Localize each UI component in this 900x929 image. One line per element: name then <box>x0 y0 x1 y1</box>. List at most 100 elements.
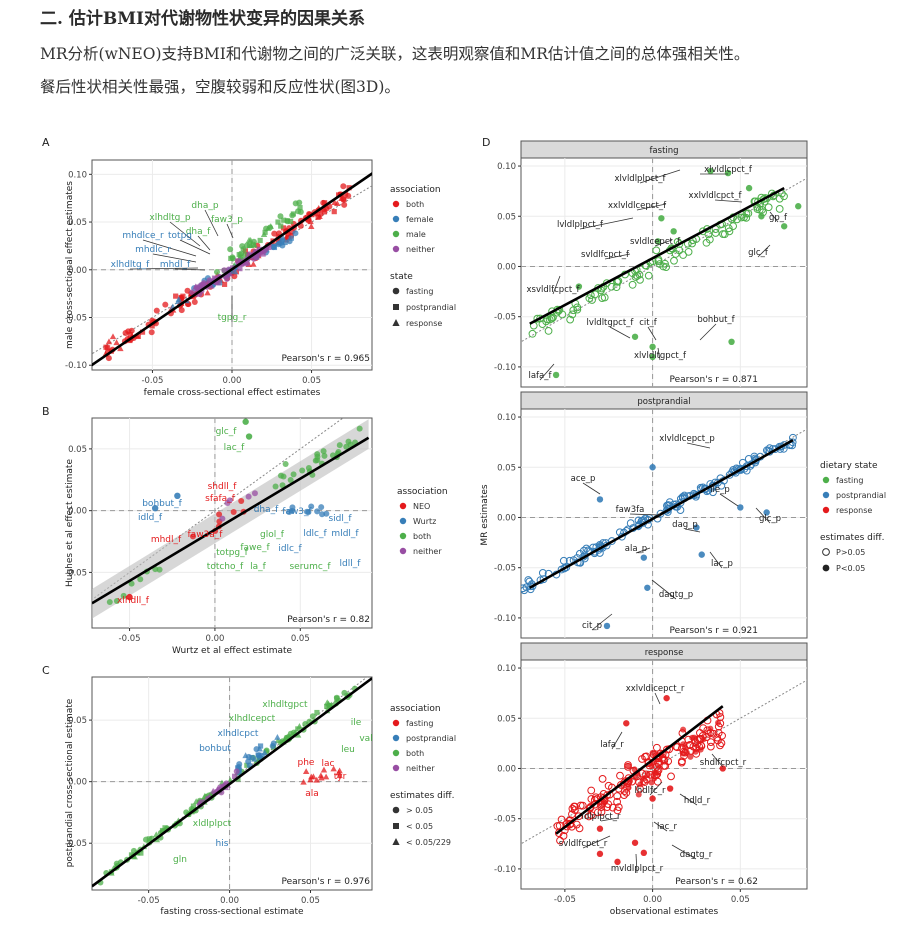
legend-item: NEO <box>413 502 430 511</box>
legend-item: male <box>406 230 426 239</box>
point-label: gln <box>173 855 187 865</box>
data-point <box>640 775 647 782</box>
y-axis-title: postprandial cross-sectional estimate <box>65 698 75 867</box>
panel-border <box>520 408 808 639</box>
data-point-open <box>575 824 584 833</box>
point-label: xldlplpct <box>193 819 232 829</box>
point-label: svldlfcpct_f <box>581 250 630 260</box>
data-point-open <box>775 204 784 213</box>
highlighted-point <box>245 433 253 440</box>
highlighted-point <box>151 504 159 512</box>
label-leader <box>654 692 661 705</box>
data-point <box>238 498 245 505</box>
pearson-label: Pearson's r = 0.82 <box>287 615 370 625</box>
label-leader <box>129 267 199 270</box>
point-label: ala <box>305 789 319 799</box>
points-group <box>92 677 372 888</box>
x-tick-label: 0.05 <box>302 376 321 386</box>
label-leader <box>204 209 219 237</box>
highlighted-point <box>603 622 611 630</box>
data-point <box>253 746 260 753</box>
panel-border <box>520 157 808 388</box>
x-tick-label: 0.05 <box>291 634 310 644</box>
label-leader <box>174 268 206 271</box>
legend-title: association <box>390 704 441 714</box>
legend: association NEO Wurtz both neither <box>397 487 448 556</box>
data-point-open <box>620 791 628 799</box>
point-label: tgpg_r <box>218 313 247 323</box>
x-tick-label: -0.05 <box>119 634 141 644</box>
highlighted-point <box>649 343 656 351</box>
data-point-open <box>538 320 547 329</box>
point-label: glc_f <box>216 427 238 437</box>
data-point <box>644 771 651 778</box>
data-point-triangle <box>175 296 183 302</box>
y-tick-label: 0.05 <box>497 714 516 724</box>
data-point-open <box>575 549 584 558</box>
data-point-triangle <box>231 268 239 275</box>
highlighted-point <box>654 238 662 245</box>
data-point-triangle <box>245 236 253 243</box>
data-point-open <box>570 802 578 811</box>
data-point-triangle <box>204 289 211 296</box>
highlighted-point <box>693 524 700 531</box>
data-point <box>267 224 274 231</box>
data-point <box>319 511 326 518</box>
data-point <box>197 283 204 290</box>
highlighted-point <box>707 167 714 175</box>
legend-item: both <box>406 749 424 758</box>
data-point <box>245 753 252 760</box>
data-point <box>309 713 316 720</box>
label-leader <box>635 853 638 874</box>
data-point <box>303 508 310 515</box>
data-point-open <box>597 803 606 811</box>
data-point-triangle <box>317 772 325 779</box>
point-label: ile <box>351 718 362 728</box>
data-point-square <box>284 735 290 741</box>
legend-key <box>399 502 407 510</box>
data-point <box>251 490 258 497</box>
point-label: dha_f <box>254 505 279 515</box>
point-label: glol_f <box>260 530 285 540</box>
point-label: ldll_f <box>340 559 362 569</box>
data-point-open <box>667 244 676 253</box>
data-point <box>270 740 277 747</box>
x-axis-title: Wurtz et al effect estimate <box>172 646 293 656</box>
data-point-open <box>547 314 556 323</box>
data-point <box>625 784 632 791</box>
highlighted-point <box>640 849 648 857</box>
paragraph-line-2: 餐后性状相关性最强，空腹较弱和反应性状(图3D)。 <box>40 78 400 96</box>
data-point-open <box>566 315 575 324</box>
data-point-triangle <box>307 776 314 783</box>
point-label: mvldlplpct_r <box>611 864 664 874</box>
label-leader <box>654 239 673 247</box>
point-label: xlhdltg_f <box>111 260 150 270</box>
data-point <box>308 503 315 510</box>
data-point <box>233 768 240 775</box>
point-label: xxlvldlcpct_f <box>689 191 743 201</box>
point-label: glc_f <box>748 248 769 258</box>
legend-item: female <box>406 215 434 224</box>
panel-letter: C <box>42 664 50 677</box>
label-leader <box>686 442 711 449</box>
y-tick-label: 0.05 <box>497 212 516 222</box>
y-tick-label: 0.05 <box>68 716 87 726</box>
data-point-triangle <box>226 270 234 277</box>
data-point <box>272 483 279 490</box>
data-point-open <box>543 315 552 324</box>
highlighted-point <box>631 839 639 846</box>
point-label: ldlplpct_r <box>581 812 621 822</box>
data-point <box>321 452 328 459</box>
data-point <box>683 749 690 756</box>
legend-key <box>399 517 407 525</box>
point-label: lhdlfc_r <box>635 786 666 796</box>
legend-item: postprandial <box>406 734 456 743</box>
legend-key <box>392 230 400 238</box>
point-label: mhdlce_r <box>122 231 164 241</box>
data-point-open <box>555 821 564 830</box>
point-label: xlhdlcpct <box>218 729 259 739</box>
x-axis-title: female cross-sectional effect estimates <box>144 388 321 398</box>
point-label: svldlfcpct_r <box>559 839 608 849</box>
data-point-square <box>284 218 291 224</box>
